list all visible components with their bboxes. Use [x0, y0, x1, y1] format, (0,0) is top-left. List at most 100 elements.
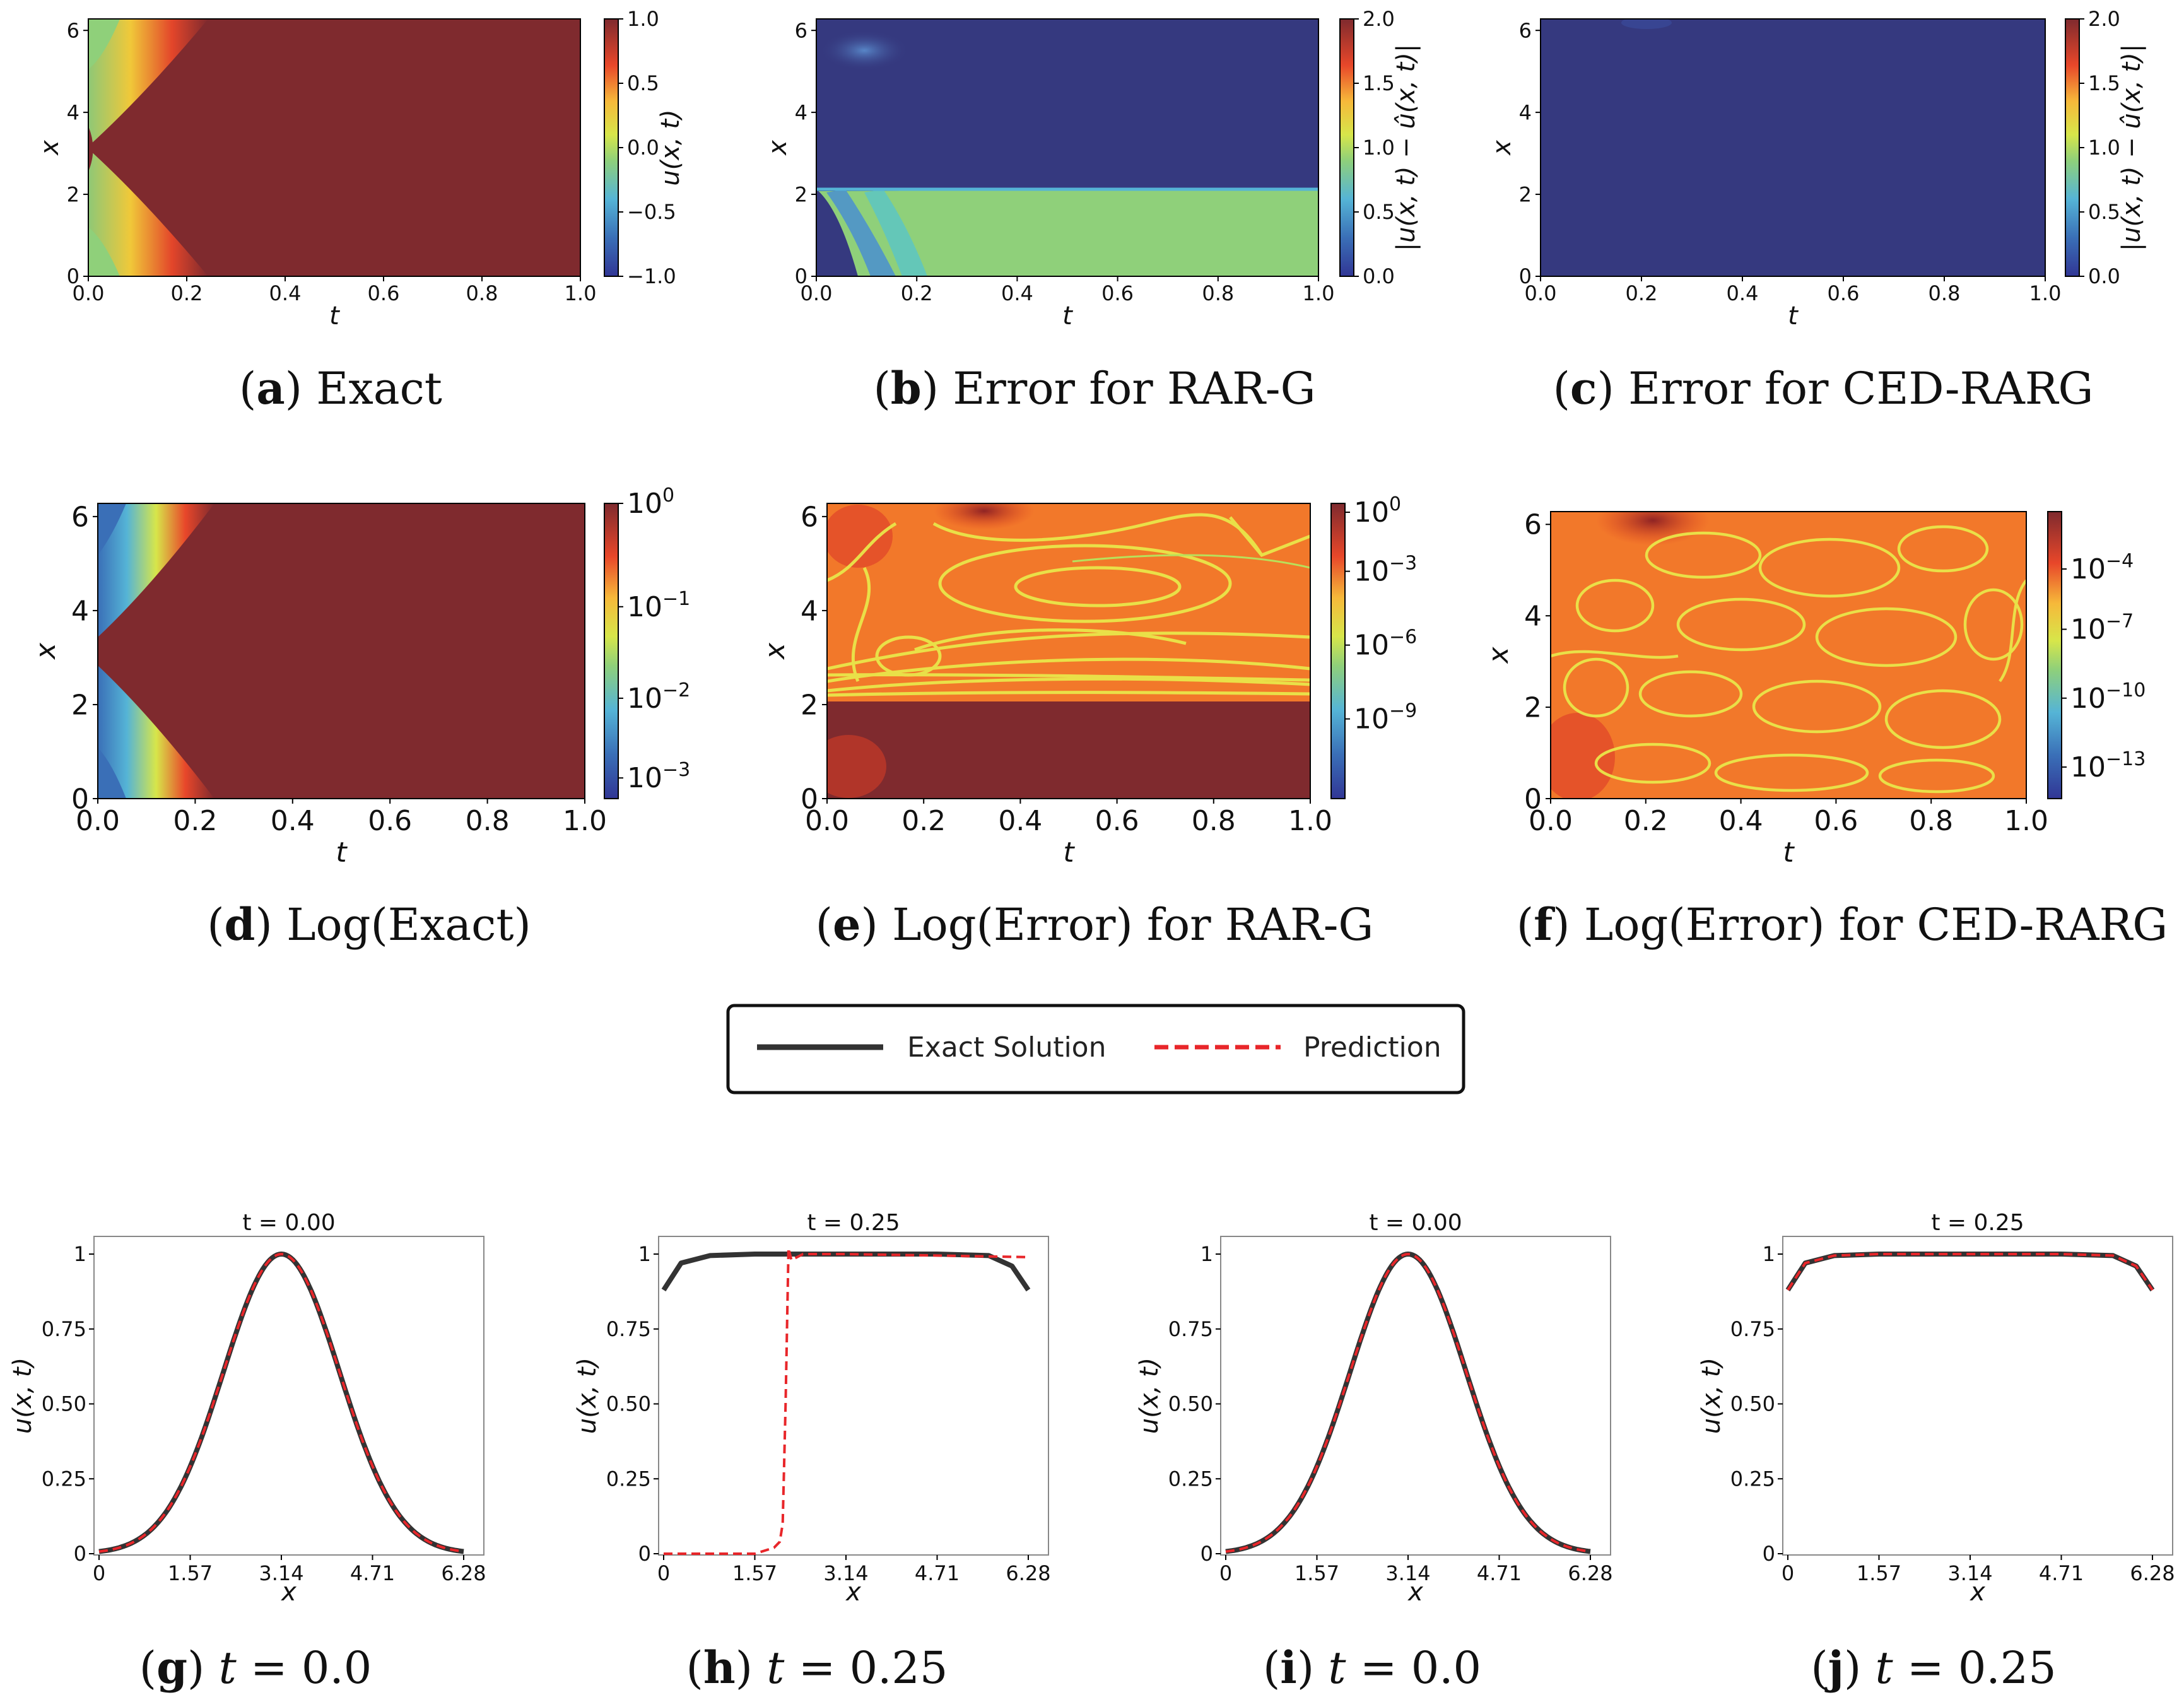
- y-axis-label: x: [759, 642, 791, 660]
- panel-f: 0.0 0.2 0.4 0.6 0.8 1.0 0 2 4 6 t x: [1482, 509, 2048, 869]
- x-tick-label: 6.28: [1006, 1561, 1050, 1585]
- colorbar-tick-label: 2.0: [1363, 7, 1395, 31]
- x-axis-label: t: [1788, 302, 1799, 331]
- legend-prediction-label: Prediction: [1303, 1031, 1441, 1064]
- y-tick-label: 0.50: [606, 1392, 651, 1416]
- colorbar-tick-label: 10−13: [2070, 748, 2146, 783]
- y-tick-label: 1: [1201, 1242, 1213, 1266]
- x-tick-label: 3.14: [259, 1561, 303, 1585]
- caption-i: (i) t = 0.0: [1263, 1641, 1481, 1694]
- x-tick-label: 4.71: [350, 1561, 395, 1585]
- x-tick-label: 1.0: [1288, 805, 1332, 837]
- x-tick-label: 0.6: [1095, 805, 1139, 837]
- x-tick-label: 0.4: [998, 805, 1042, 837]
- colorbar-tick-label: 10−10: [2070, 679, 2146, 715]
- panel-b: 0.0 0.2 0.4 0.6 0.8 1.0 0 2 4 6 t x: [763, 18, 1334, 331]
- y-tick-label: 0: [71, 783, 89, 815]
- colorbar-b: 2.0 1.5 1.0 0.5 0.0 |u(x, t) − û(x, t)|: [1339, 7, 1421, 288]
- caption-f: (f) Log(Error) for CED-RARG: [1517, 898, 2168, 951]
- colorbar-tick-label: −1.0: [627, 264, 676, 288]
- x-tick-label: 0.0: [805, 805, 849, 837]
- y-tick-label: 0: [801, 783, 818, 815]
- x-tick-label: 0.4: [1727, 281, 1759, 305]
- colorbar-tick-label: 10−3: [1354, 553, 1417, 588]
- x-tick-label: 0.0: [1529, 805, 1573, 837]
- y-tick-label: 2: [1524, 691, 1542, 724]
- plot-title: t = 0.00: [1369, 1210, 1462, 1236]
- x-tick-label: 0.6: [368, 805, 412, 837]
- y-tick-label: 0.50: [42, 1392, 86, 1416]
- x-tick-label: 0.4: [1001, 281, 1033, 305]
- colorbar-tick-label: −0.5: [627, 200, 676, 224]
- panel-j: 0 1.57 3.14 4.71 6.28 0 0.25 0.50 0.75 1 x u(x, t) t…: [1697, 1210, 2175, 1607]
- colorbar-tick-label: 10−7: [2070, 611, 2134, 646]
- colorbar-tick-label: 100: [627, 484, 674, 520]
- legend-exact-label: Exact Solution: [907, 1031, 1106, 1064]
- x-tick-label: 0.2: [171, 281, 203, 305]
- panel-a: 0.0 0.2 0.4 0.6 0.8 1.0 0 2 4 6 t x: [35, 18, 596, 331]
- panel-d: 0.0 0.2 0.4 0.6 0.8 1.0 0 2 4 6 t x: [30, 501, 607, 869]
- colorbar-tick-label: 1.5: [1363, 71, 1395, 95]
- y-axis-label: x: [35, 140, 64, 156]
- x-axis-label: t: [1063, 836, 1075, 869]
- x-tick-label: 0: [657, 1561, 670, 1585]
- panel-c: 0.0 0.2 0.4 0.6 0.8 1.0 0 2 4 6 t x: [1488, 18, 2061, 331]
- x-axis-label: t: [1783, 836, 1795, 869]
- y-tick-label: 4: [795, 100, 807, 124]
- plot-title: t = 0.25: [807, 1210, 900, 1236]
- y-axis-label: x: [1482, 647, 1515, 665]
- y-tick-label: 4: [1524, 601, 1542, 633]
- x-tick-label: 1.57: [1295, 1561, 1339, 1585]
- y-tick-label: 2: [67, 182, 79, 206]
- x-tick-label: 3.14: [823, 1561, 868, 1585]
- x-tick-label: 0.0: [801, 281, 833, 305]
- colorbar-a: 1.0 0.5 0.0 −0.5 −1.0 u(x, t): [604, 7, 685, 288]
- y-tick-label: 2: [801, 689, 818, 721]
- y-tick-label: 4: [67, 100, 79, 124]
- caption-j: (j) t = 0.25: [1811, 1641, 2056, 1694]
- x-tick-label: 1.57: [732, 1561, 777, 1585]
- series-prediction-line: [98, 1252, 464, 1553]
- colorbar-tick-label: 10−6: [1354, 626, 1417, 662]
- colorbar-c: 2.0 1.5 1.0 0.5 0.0 |u(x, t) − û(x, t)|: [2065, 7, 2146, 288]
- x-axis-label: t: [1062, 302, 1073, 331]
- y-tick-label: 6: [71, 501, 89, 533]
- x-tick-label: 4.71: [2039, 1561, 2084, 1585]
- colorbar-tick-label: 0.0: [1363, 264, 1395, 288]
- x-tick-label: 0.6: [1101, 281, 1134, 305]
- y-tick-label: 6: [1524, 509, 1542, 541]
- colorbar-tick-label: 10−1: [627, 588, 690, 623]
- y-tick-label: 4: [801, 595, 818, 627]
- x-tick-label: 1.57: [168, 1561, 213, 1585]
- heatmap-c-background: [1541, 19, 2045, 276]
- x-tick-label: 1.0: [565, 281, 597, 305]
- colorbar-tick-label: 1.0: [2088, 136, 2120, 160]
- x-tick-label: 6.28: [1568, 1561, 1612, 1585]
- x-tick-label: 4.71: [1477, 1561, 1522, 1585]
- colorbar-e: 100 10−3 10−6 10−9: [1330, 493, 1417, 799]
- colorbar-label: u(x, t): [656, 109, 685, 185]
- y-tick-label: 0.25: [1168, 1467, 1213, 1491]
- series-prediction-line: [1787, 1253, 2154, 1291]
- panel-h: 0 1.57 3.14 4.71 6.28 0 0.25 0.50 0.75 1 x u(x, t) t…: [573, 1210, 1051, 1607]
- y-tick-label: 0.25: [606, 1467, 651, 1491]
- colorbar-tick-label: 10−2: [627, 679, 690, 715]
- x-tick-label: 1.0: [1303, 281, 1335, 305]
- colorbar-tick-label: 0.5: [1363, 200, 1395, 224]
- heatmap-d-background: [98, 503, 585, 799]
- y-tick-label: 0: [795, 264, 807, 288]
- y-axis-label: u(x, t): [573, 1358, 602, 1434]
- x-axis-label: x: [1969, 1578, 1985, 1607]
- y-tick-label: 1: [1763, 1242, 1775, 1266]
- colorbar-tick-label: 1.0: [627, 7, 659, 31]
- series-prediction-line: [664, 1248, 1029, 1555]
- x-tick-label: 0.8: [1202, 281, 1234, 305]
- y-tick-label: 0: [1524, 783, 1542, 815]
- y-tick-label: 0: [1201, 1542, 1213, 1566]
- colorbar-d: 100 10−1 10−2 10−3: [604, 484, 690, 799]
- panel-g: 0 1.57 3.14 4.71 6.28 0 0.25 0.50 0.75 1 x u(x, t) t…: [8, 1210, 486, 1607]
- x-tick-label: 4.71: [915, 1561, 960, 1585]
- plot-frame: [93, 1236, 484, 1556]
- colorbar-f: 10−4 10−7 10−10 10−13: [2047, 511, 2146, 799]
- colorbar-tick-label: 100: [1354, 493, 1401, 529]
